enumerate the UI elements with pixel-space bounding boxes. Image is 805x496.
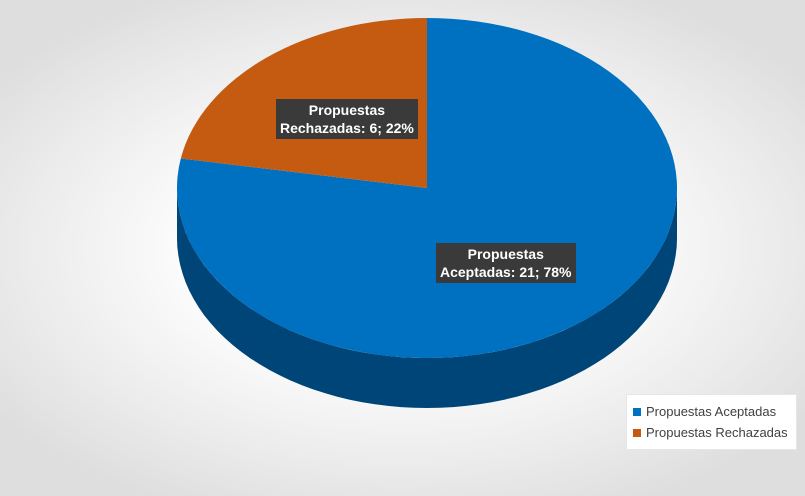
legend-label-aceptadas: Propuestas Aceptadas xyxy=(646,404,777,419)
legend-swatch-rechazadas xyxy=(633,428,641,437)
pie-side-0 xyxy=(177,188,677,408)
data-label-aceptadas-line2: Aceptadas: 21; 78% xyxy=(440,264,572,280)
legend-item-rechazadas: Propuestas Rechazadas xyxy=(633,422,788,443)
data-label-rechazadas-line2: Rechazadas: 6; 22% xyxy=(280,120,414,136)
data-label-rechazadas: Propuestas Rechazadas: 6; 22% xyxy=(276,99,418,139)
data-label-rechazadas-line1: Propuestas xyxy=(308,102,386,118)
chart-legend: Propuestas Aceptadas Propuestas Rechazad… xyxy=(626,394,797,450)
legend-label-rechazadas: Propuestas Rechazadas xyxy=(646,425,788,440)
legend-swatch-aceptadas xyxy=(633,407,641,416)
data-label-aceptadas: Propuestas Aceptadas: 21; 78% xyxy=(436,243,576,283)
data-label-aceptadas-line1: Propuestas xyxy=(467,246,544,262)
legend-item-aceptadas: Propuestas Aceptadas xyxy=(633,401,788,422)
